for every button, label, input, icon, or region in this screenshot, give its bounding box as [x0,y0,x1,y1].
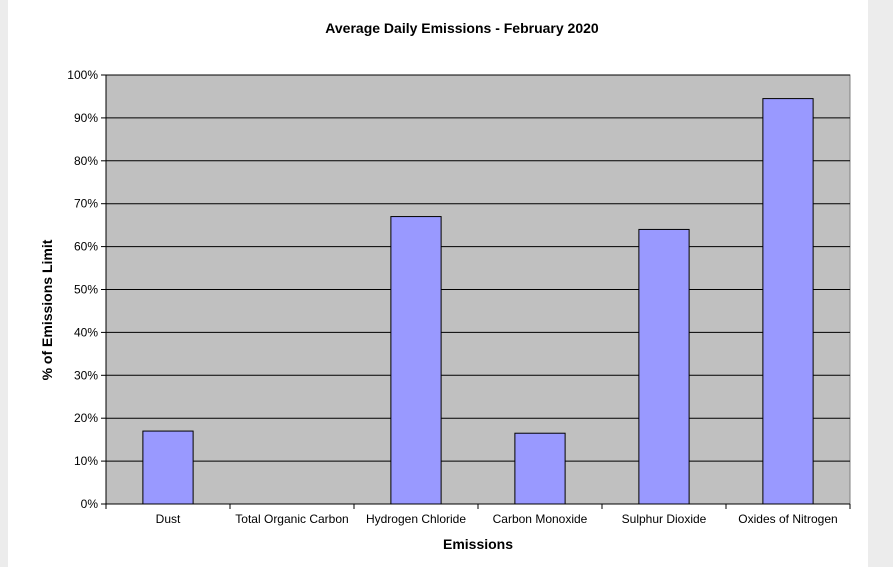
y-tick-label: 20% [74,411,98,425]
x-tick-label: Oxides of Nitrogen [738,512,837,526]
y-axis-title: % of Emissions Limit [39,239,55,380]
y-tick-label: 30% [74,368,98,382]
y-tick-label: 50% [74,283,98,297]
y-tick-label: 40% [74,325,98,339]
bar-chart: Average Daily Emissions - February 2020 … [39,20,851,552]
bar [762,98,814,505]
bar [142,430,194,505]
x-tick-label: Total Organic Carbon [235,512,348,526]
x-tick-label: Carbon Monoxide [493,512,588,526]
y-tick-label: 0% [81,497,99,511]
bar [514,432,566,505]
bar [390,216,442,505]
y-tick-label: 60% [74,240,98,254]
x-axis-title: Emissions [443,536,513,552]
x-axis-ticks: Dust Total Organic Carbon Hydrogen Chlorid… [105,504,851,526]
x-tick-label: Dust [156,512,181,526]
x-tick-label: Hydrogen Chloride [366,512,466,526]
gridlines [106,74,850,462]
chart-title: Average Daily Emissions - February 2020 [325,20,599,36]
y-tick-label: 80% [74,154,98,168]
x-tick-label: Sulphur Dioxide [622,512,707,526]
y-tick-label: 10% [74,454,98,468]
y-tick-label: 90% [74,111,98,125]
y-tick-label: 100% [67,68,98,82]
bar [638,228,690,505]
chart-container: Average Daily Emissions - February 2020 … [8,0,868,567]
y-tick-label: 70% [74,197,98,211]
